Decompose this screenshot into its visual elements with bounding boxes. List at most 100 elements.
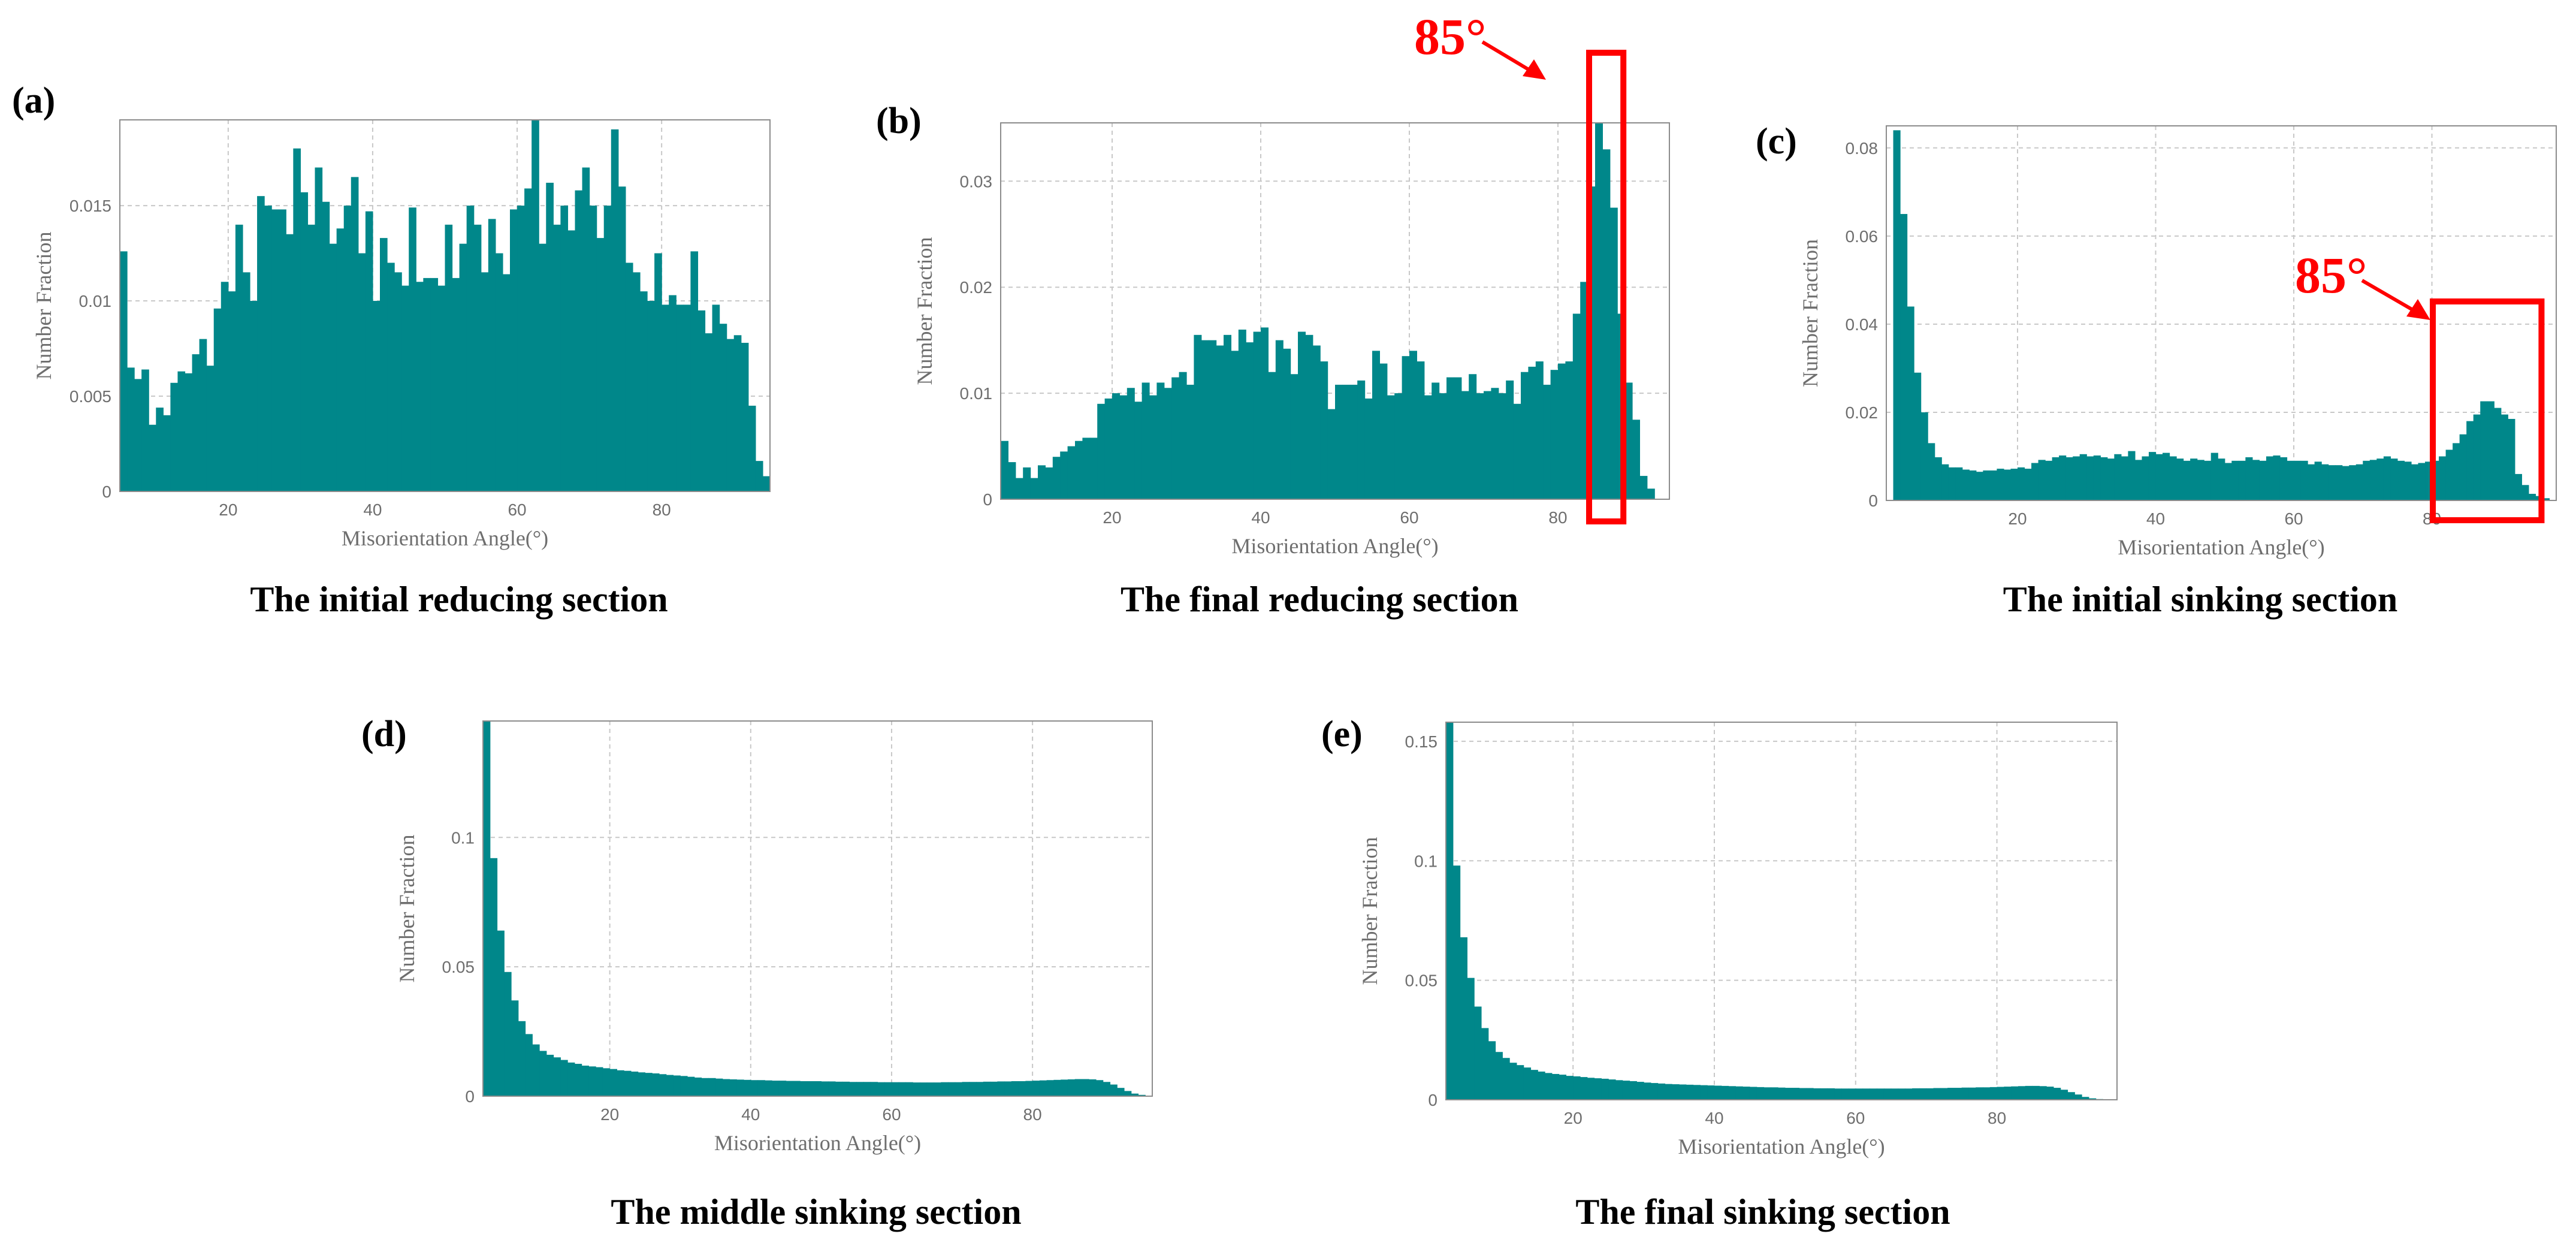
highlight-box-c xyxy=(2430,298,2545,523)
histogram-bar xyxy=(504,972,512,1096)
histogram-bar xyxy=(1103,1082,1111,1096)
histogram-bar xyxy=(733,335,742,491)
histogram-bar xyxy=(1495,1052,1503,1100)
histogram-bar xyxy=(1018,1081,1026,1096)
y-axis-label: Number Fraction xyxy=(913,237,937,385)
histogram-bar xyxy=(1488,1041,1496,1100)
histogram-bar xyxy=(1446,377,1454,499)
histogram-bar xyxy=(228,291,236,491)
histogram-bar xyxy=(2010,469,2018,500)
arrow-c xyxy=(2361,279,2430,320)
histogram-bar xyxy=(1268,372,1276,499)
histogram-bar xyxy=(560,206,569,491)
histogram-bar xyxy=(1074,1079,1083,1096)
histogram-bar xyxy=(2003,469,2012,500)
histogram-bar xyxy=(1989,470,1998,500)
histogram-bar xyxy=(2060,1090,2068,1100)
histogram-bar xyxy=(120,251,128,491)
histogram-bar xyxy=(343,206,352,491)
x-tick-label: 80 xyxy=(1548,508,1567,527)
histogram-bar xyxy=(2082,1097,2089,1100)
histogram-bar xyxy=(1513,403,1521,499)
histogram-bar xyxy=(437,285,446,491)
histogram-bar xyxy=(884,1082,892,1096)
histogram-bar xyxy=(676,304,684,491)
histogram-bar xyxy=(1224,334,1231,499)
histogram-bar xyxy=(221,282,229,491)
histogram-bar xyxy=(1559,1075,1567,1100)
histogram-bar xyxy=(495,253,503,491)
histogram-bar xyxy=(1622,1081,1630,1100)
histogram-bar xyxy=(2418,463,2426,500)
histogram-bar xyxy=(683,304,691,491)
x-tick-label: 20 xyxy=(219,500,237,519)
histogram-bar xyxy=(2300,460,2308,500)
histogram-bar xyxy=(624,1070,632,1096)
y-tick-label: 0.08 xyxy=(1846,139,1879,158)
histogram-bar xyxy=(1538,1071,1545,1100)
histogram-bar xyxy=(2176,458,2184,500)
histogram-bar xyxy=(1969,470,1977,500)
histogram-bar xyxy=(609,1069,617,1096)
histogram-bar xyxy=(2183,460,2191,500)
histogram-bar xyxy=(1320,361,1328,499)
histogram-bar xyxy=(1275,340,1284,499)
histogram-bar xyxy=(842,1081,850,1096)
y-tick-label: 0.01 xyxy=(79,292,112,310)
histogram-bar xyxy=(669,295,677,491)
histogram-bar xyxy=(2363,460,2370,500)
panel-letter-a: (a) xyxy=(12,80,55,121)
histogram-bar xyxy=(1657,1083,1666,1100)
histogram-bar xyxy=(1799,1088,1807,1100)
histogram-bar xyxy=(1023,467,1031,499)
histogram-bar xyxy=(2314,461,2322,500)
histogram-bar xyxy=(1629,1081,1637,1100)
histogram-bar xyxy=(2349,465,2357,500)
histogram-bar xyxy=(1941,464,1949,500)
histogram-bar xyxy=(877,1082,885,1096)
histogram-bar xyxy=(652,1073,660,1096)
histogram-bar xyxy=(1743,1087,1750,1100)
histogram-bar xyxy=(2100,457,2108,500)
histogram-bar xyxy=(1432,382,1440,499)
histogram-bar xyxy=(1707,1085,1715,1100)
histogram-bar xyxy=(1082,1079,1089,1096)
histogram-bar xyxy=(409,207,416,491)
panel-letter-d: (d) xyxy=(361,714,407,755)
histogram-bar xyxy=(1595,123,1603,499)
histogram-bar xyxy=(697,310,706,491)
histogram-bar xyxy=(1117,1088,1125,1096)
x-axis-label: Misorientation Angle(°) xyxy=(342,526,548,550)
histogram-bar xyxy=(1615,1080,1623,1100)
panel-letter-c: (c) xyxy=(1756,121,1797,162)
histogram-bar xyxy=(976,1082,984,1096)
histogram-bar xyxy=(1372,351,1380,499)
histogram-bar xyxy=(264,206,272,491)
highlight-rectangle xyxy=(2430,298,2545,523)
x-tick-label: 80 xyxy=(1988,1109,2006,1127)
histogram-bar xyxy=(1926,1088,1934,1100)
histogram-bar xyxy=(1587,1078,1595,1100)
x-axis-label: Misorientation Angle(°) xyxy=(714,1131,921,1155)
histogram-bar xyxy=(250,301,258,491)
histogram-bar xyxy=(596,1067,603,1096)
histogram-bar xyxy=(177,371,186,491)
histogram-bar xyxy=(539,243,546,491)
histogram-bar xyxy=(934,1082,941,1096)
histogram-bar xyxy=(1138,1094,1146,1096)
histogram-bar xyxy=(1778,1087,1786,1100)
histogram-bar xyxy=(2453,443,2460,500)
histogram-bar xyxy=(351,177,359,491)
x-tick-label: 40 xyxy=(363,500,382,519)
x-tick-label: 60 xyxy=(508,500,526,519)
histogram-bar xyxy=(1283,348,1291,499)
histogram-bar xyxy=(2500,414,2508,500)
histogram-bar xyxy=(2328,465,2336,500)
histogram-bar xyxy=(2004,1087,2012,1100)
histogram-bar xyxy=(955,1082,963,1096)
histogram-bar xyxy=(1693,1085,1701,1100)
y-tick-label: 0 xyxy=(465,1087,475,1106)
histogram-bar xyxy=(567,230,576,491)
histogram-bar xyxy=(755,461,763,491)
y-tick-label: 0.02 xyxy=(960,278,993,297)
